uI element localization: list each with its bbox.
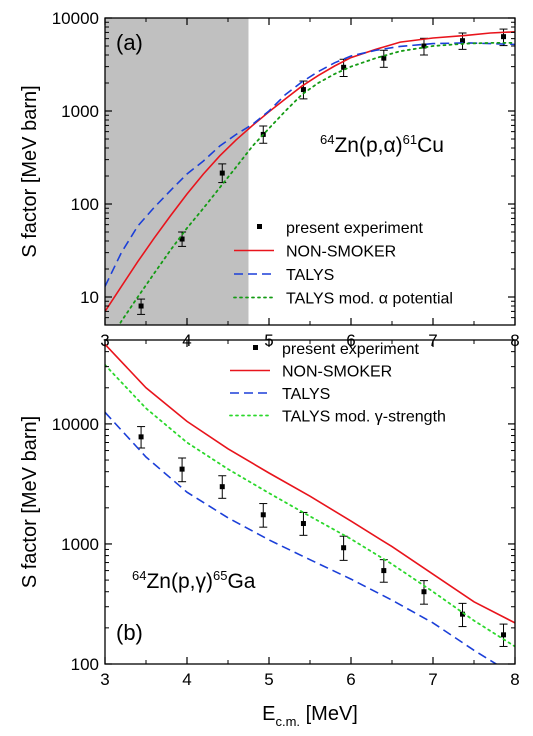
x-tick-label: 5 bbox=[264, 670, 273, 689]
legend-label-text: -strength bbox=[383, 409, 446, 426]
reaction-text: Zn(p, bbox=[334, 134, 383, 157]
legend-label: present experiment bbox=[282, 341, 420, 358]
legend-label-text: TALYS mod. bbox=[286, 291, 379, 308]
y-tick-label: 1000 bbox=[61, 102, 99, 121]
legend-label-greek: α bbox=[379, 291, 388, 308]
legend-label-text: TALYS bbox=[286, 267, 334, 284]
panel-b: 3 4 5 6 7 8 100 1000 10000 S factor [MeV barn] (b)… bbox=[19, 339, 520, 689]
x-axis-label-symbol: E bbox=[262, 703, 275, 725]
reaction-ejectile: α bbox=[383, 134, 395, 157]
reaction-text: ) bbox=[206, 570, 213, 593]
legend-label: NON-SMOKER bbox=[282, 364, 392, 381]
data-point bbox=[300, 87, 306, 93]
reaction-mass-number: 65 bbox=[213, 568, 227, 583]
legend-marker-points bbox=[253, 345, 258, 350]
data-point bbox=[460, 38, 466, 44]
legend-label-greek: γ bbox=[375, 409, 383, 426]
legend-label-text: NON-SMOKER bbox=[282, 364, 392, 381]
legend-label-text: NON-SMOKER bbox=[286, 244, 396, 261]
panel-a: 34567810100100010000S factor [MeV barn](… bbox=[19, 9, 520, 350]
reaction-mass-number: 61 bbox=[403, 132, 417, 147]
y-tick-label: 1000 bbox=[61, 535, 99, 554]
data-point bbox=[501, 632, 507, 638]
data-point bbox=[179, 466, 185, 472]
legend-label-text: potential bbox=[388, 291, 453, 308]
data-point bbox=[421, 589, 427, 595]
y-tick-label: 10000 bbox=[52, 415, 99, 434]
y-tick-label: 10000 bbox=[52, 9, 99, 28]
series-line-solid bbox=[105, 31, 515, 312]
legend-label: present experiment bbox=[286, 220, 424, 237]
y-tick-label: 100 bbox=[71, 195, 99, 214]
data-point bbox=[179, 236, 185, 242]
y-tick-label: 100 bbox=[71, 655, 99, 674]
reaction-text: Zn(p, bbox=[146, 570, 195, 593]
legend-marker-points bbox=[257, 224, 262, 229]
x-axis-label: Ec.m. [MeV] bbox=[262, 703, 358, 729]
series-line-solid bbox=[105, 343, 515, 624]
x-tick-label: 4 bbox=[182, 670, 191, 689]
plot-area bbox=[105, 343, 515, 664]
data-point bbox=[219, 484, 225, 490]
panel-label: (b) bbox=[116, 620, 143, 645]
series-line-dotted bbox=[105, 364, 515, 648]
x-tick-label: 6 bbox=[346, 670, 355, 689]
legend-label: TALYS bbox=[282, 386, 330, 403]
y-axis-label: S factor [MeV barn] bbox=[19, 85, 41, 257]
shared-x-axis-label: Ec.m. [MeV] bbox=[262, 703, 358, 729]
legend-label-text: TALYS bbox=[282, 386, 330, 403]
legend-label: NON-SMOKER bbox=[286, 244, 396, 261]
data-point bbox=[341, 545, 347, 551]
data-point bbox=[501, 34, 507, 40]
data-point bbox=[219, 170, 225, 176]
legend-label: TALYS mod. γ-strength bbox=[282, 409, 446, 426]
data-point bbox=[138, 434, 144, 440]
data-point bbox=[260, 512, 266, 518]
data-point bbox=[300, 521, 306, 527]
legend: present experiment NON-SMOKER TALYS TALYS m… bbox=[233, 220, 453, 308]
series-line-dashed bbox=[105, 42, 515, 287]
plot-area bbox=[105, 28, 515, 325]
data-point bbox=[381, 568, 387, 574]
data-point bbox=[341, 64, 347, 70]
data-point bbox=[381, 55, 387, 61]
x-axis-label-subscript: c.m. bbox=[275, 714, 300, 729]
x-tick-label: 3 bbox=[100, 670, 109, 689]
legend-label-text: present experiment bbox=[286, 220, 424, 237]
x-tick-label: 8 bbox=[510, 670, 519, 689]
y-axis-label: S factor [MeV barn] bbox=[19, 416, 41, 588]
legend-label-text: present experiment bbox=[282, 341, 420, 358]
data-point bbox=[421, 43, 427, 49]
series-line-dotted bbox=[118, 42, 515, 325]
reaction-mass-number: 64 bbox=[320, 132, 334, 147]
legend-label-text: TALYS mod. bbox=[282, 409, 375, 426]
legend: present experiment NON-SMOKER TALYS TALYS m… bbox=[229, 341, 446, 426]
series-line-dashed bbox=[105, 411, 498, 664]
data-point bbox=[460, 611, 466, 617]
reaction-product: Cu bbox=[417, 134, 444, 157]
reaction-label: 64Zn(p,α)61Cu bbox=[320, 132, 444, 157]
x-tick-label: 7 bbox=[428, 670, 437, 689]
data-point bbox=[138, 303, 144, 309]
legend-label: TALYS bbox=[286, 267, 334, 284]
reaction-label: 64Zn(p,γ)65Ga bbox=[132, 568, 256, 593]
reaction-product: Ga bbox=[227, 570, 255, 593]
reaction-text: ) bbox=[396, 134, 403, 157]
x-axis-label-unit: [MeV] bbox=[300, 703, 358, 725]
reaction-mass-number: 64 bbox=[132, 568, 146, 583]
y-tick-label: 10 bbox=[80, 288, 99, 307]
reaction-ejectile: γ bbox=[195, 570, 206, 593]
legend-label: TALYS mod. α potential bbox=[286, 291, 453, 308]
panel-label: (a) bbox=[116, 30, 143, 55]
